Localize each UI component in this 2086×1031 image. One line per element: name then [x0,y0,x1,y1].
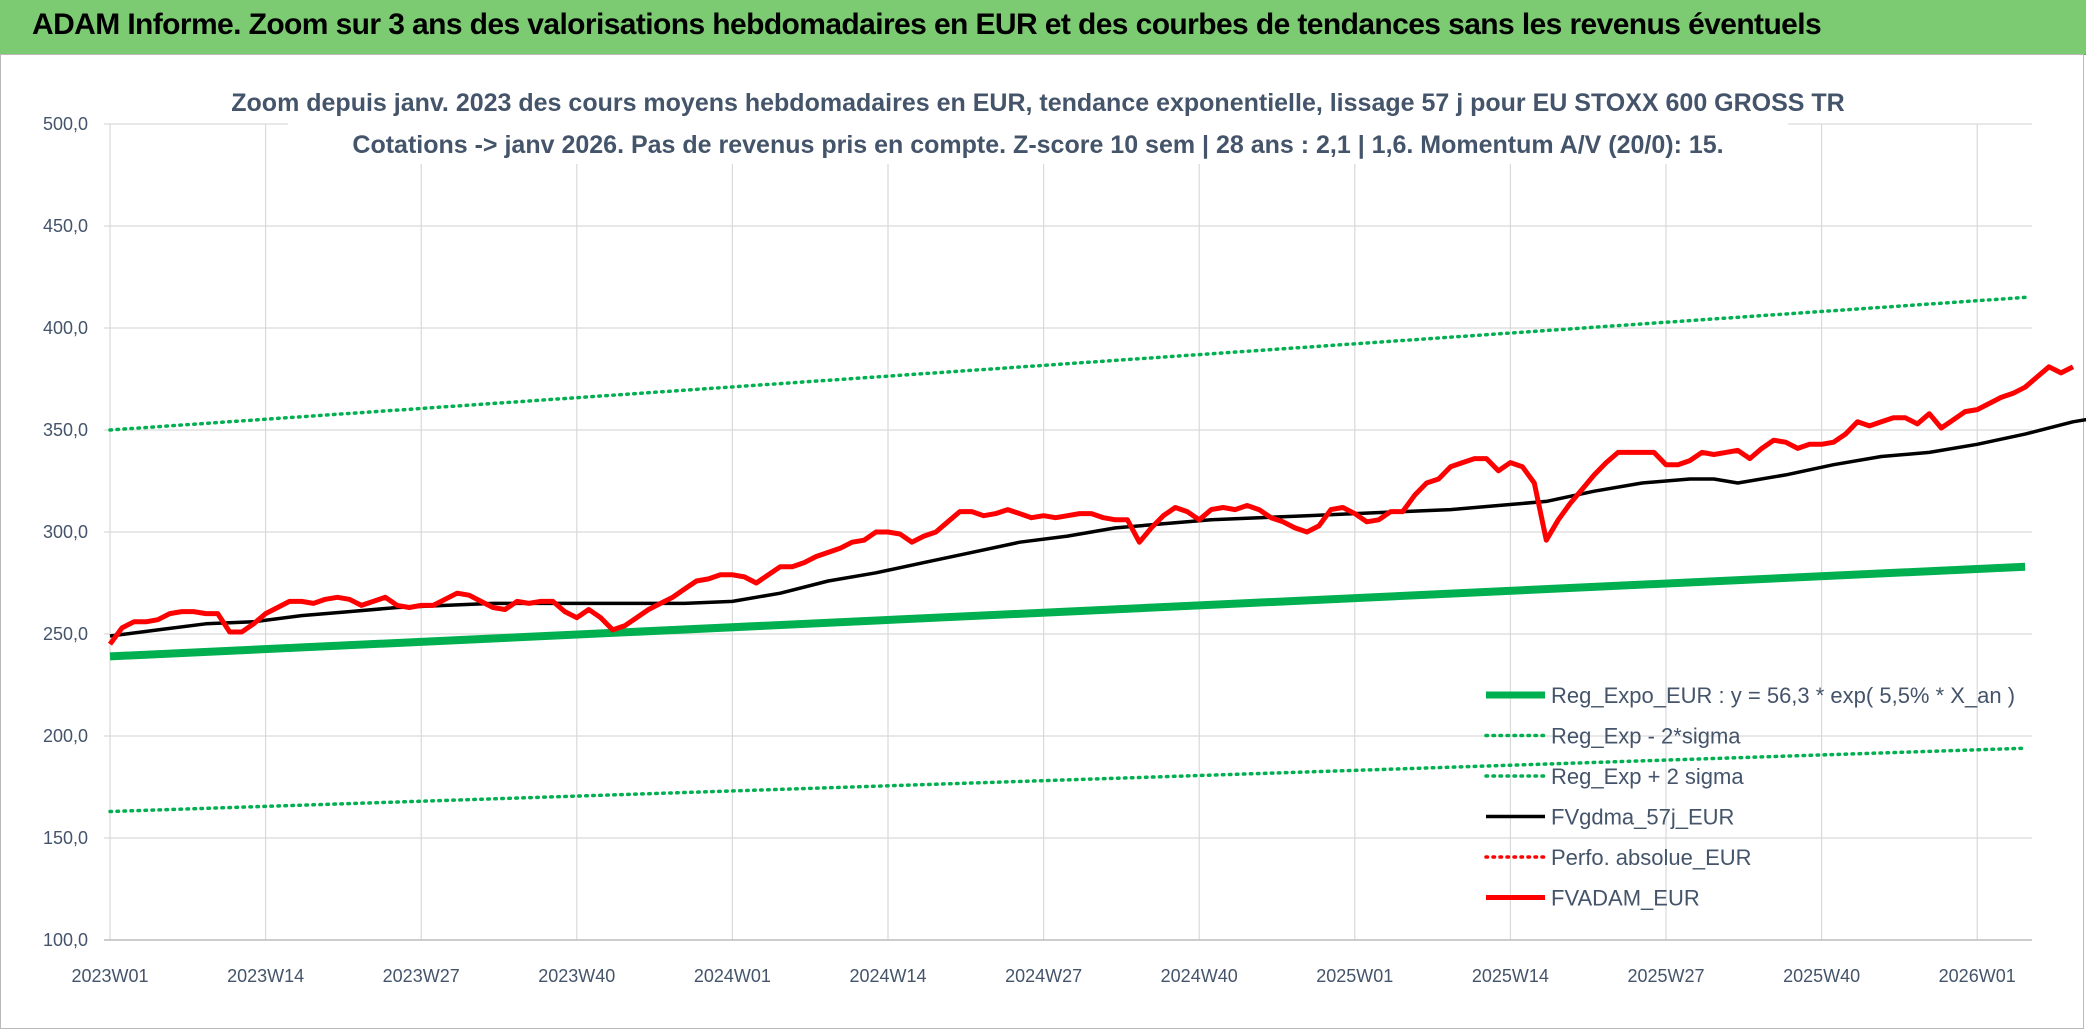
chart-title: Zoom depuis janv. 2023 des cours moyens … [231,89,1844,117]
x-tick-label: 2023W01 [71,966,148,986]
y-tick-label: 450,0 [43,216,88,236]
series-layer [107,295,2086,814]
legend-label: Reg_Exp - 2*sigma [1551,724,1741,749]
series-line-reg-expo-eur [109,562,2026,661]
legend-label: Reg_Expo_EUR : y = 56,3 * exp( 5,5% * X_… [1551,683,2015,708]
y-tick-label: 250,0 [43,624,88,644]
x-tick-label: 2023W27 [383,966,460,986]
y-tick-label: 300,0 [43,522,88,542]
x-tick-label: 2025W40 [1783,966,1860,986]
y-tick-label: 400,0 [43,318,88,338]
x-tick-label: 2025W01 [1316,966,1393,986]
x-tick-label: 2023W14 [227,966,304,986]
x-tick-label: 2024W01 [694,966,771,986]
legend-label: Reg_Exp + 2 sigma [1551,764,1744,789]
grid-layer [104,123,2032,941]
x-tick-label: 2024W27 [1005,966,1082,986]
x-tick-label: 2024W14 [849,966,926,986]
chart-title-background [288,80,1788,164]
y-tick-label: 350,0 [43,420,88,440]
x-tick-label: 2025W27 [1627,966,1704,986]
legend-label: FVgdma_57j_EUR [1551,805,1734,830]
x-tick-label: 2025W14 [1472,966,1549,986]
series-line-fvgdma-57j-eur [109,417,2086,638]
y-tick-label: 150,0 [43,828,88,848]
chart-frame [0,54,2084,1029]
axis-layer: 100,0 150,0 200,0 250,0 300,0 350,0 400,0 450,0… [43,114,2032,986]
series-line-fvadam-eur [107,364,2075,646]
legend: Reg_Expo_EUR : y = 56,3 * exp( 5,5% * X_… [1484,683,2015,911]
y-tick-label: 100,0 [43,930,88,950]
x-tick-label: 2024W40 [1161,966,1238,986]
series-line-reg-exp [108,295,2027,432]
chart-subtitle: Cotations -> janv 2026. Pas de revenus p… [352,131,1723,159]
series-line-reg-exp [108,746,2027,814]
y-tick-label: 500,0 [43,114,88,134]
x-tick-label: 2026W01 [1939,966,2016,986]
page-title: ADAM Informe. Zoom sur 3 ans des valoris… [32,8,1822,41]
legend-label: FVADAM_EUR [1551,886,1700,911]
y-tick-label: 200,0 [43,726,88,746]
legend-label: Perfo. absolue_EUR [1551,845,1752,870]
x-tick-label: 2023W40 [538,966,615,986]
